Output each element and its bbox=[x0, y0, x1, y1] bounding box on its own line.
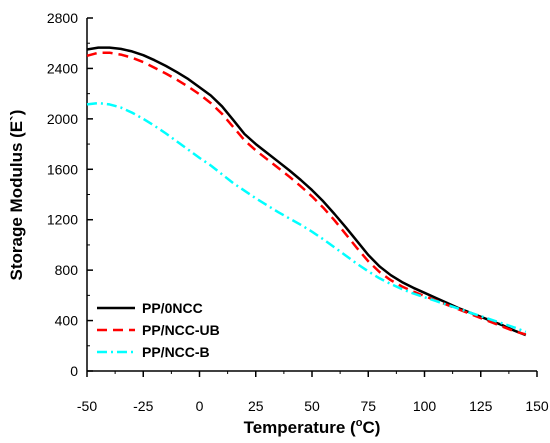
y-tick-label: 400 bbox=[55, 313, 79, 329]
y-tick-label: 1200 bbox=[47, 212, 78, 228]
x-ticks: -50 -25 0 25 50 75 100 125 150 bbox=[77, 371, 549, 414]
legend-label-pp-ncc-b: PP/NCC-B bbox=[142, 344, 210, 360]
legend: PP/0NCC PP/NCC-UB PP/NCC-B bbox=[97, 300, 220, 360]
series-line-pp-ncc-b bbox=[86, 101, 527, 334]
y-tick-label: 800 bbox=[55, 262, 79, 278]
legend-label-pp-ncc-ub: PP/NCC-UB bbox=[142, 322, 220, 338]
legend-label-pp-0ncc: PP/0NCC bbox=[142, 300, 203, 316]
series-layer bbox=[86, 46, 527, 337]
x-tick-label: 50 bbox=[304, 398, 320, 414]
y-tick-label: 0 bbox=[70, 363, 78, 379]
y-tick-label: 2400 bbox=[47, 60, 78, 76]
y-tick-label: 1600 bbox=[47, 161, 78, 177]
y-tick-label: 2000 bbox=[47, 111, 78, 127]
y-ticks: 0 400 800 1200 1600 2000 2400 2800 bbox=[47, 10, 93, 379]
x-tick-label: 75 bbox=[360, 398, 376, 414]
x-tick-label: 0 bbox=[196, 398, 204, 414]
x-tick-label: 125 bbox=[469, 398, 493, 414]
x-tick-label: 100 bbox=[413, 398, 437, 414]
x-axis-title-end: C) bbox=[362, 418, 380, 437]
x-tick-label: -50 bbox=[77, 398, 97, 414]
x-tick-label: 150 bbox=[525, 398, 549, 414]
x-axis-title: Temperature (oC) bbox=[244, 417, 381, 437]
x-axis-title-superscript: o bbox=[356, 417, 363, 429]
y-axis-title: Storage Modulus (E`) bbox=[7, 110, 26, 281]
x-tick-label: 25 bbox=[248, 398, 264, 414]
y-tick-label: 2800 bbox=[47, 10, 78, 26]
x-tick-label: -25 bbox=[133, 398, 153, 414]
x-axis-title-main: Temperature ( bbox=[244, 418, 356, 437]
